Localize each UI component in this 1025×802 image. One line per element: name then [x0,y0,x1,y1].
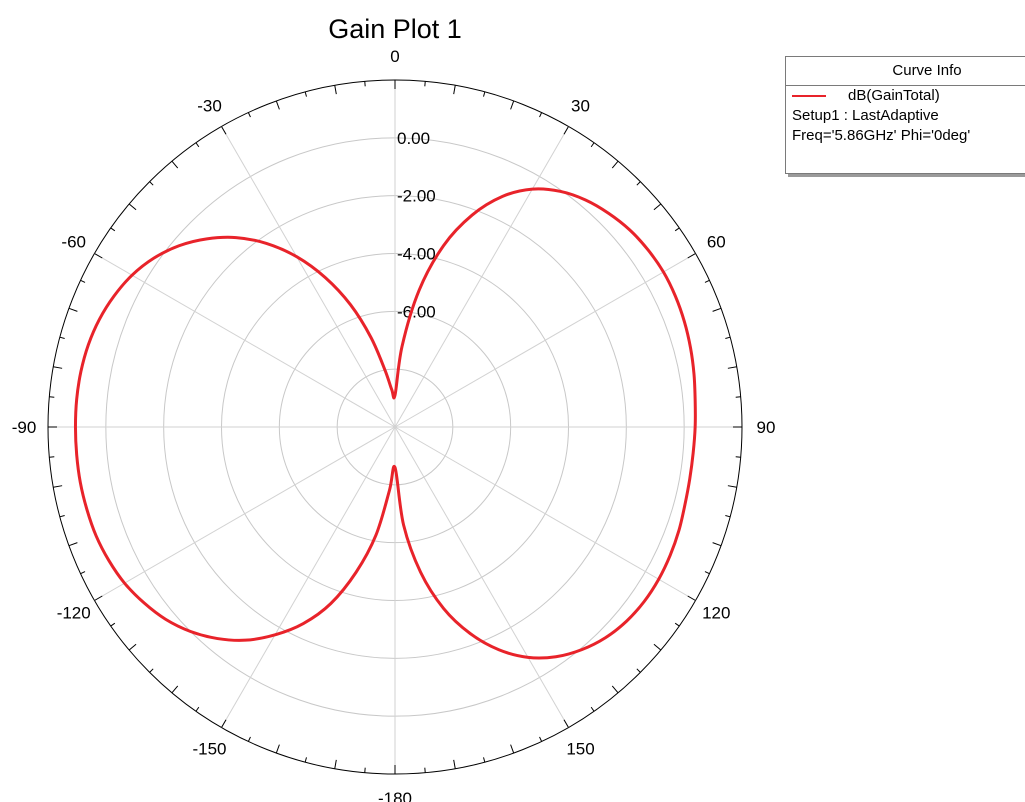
tick-mark [563,719,569,728]
tick-mark [674,622,680,627]
tick-mark [704,571,710,575]
tick-mark [275,744,280,754]
legend-setup-line: Setup1 : LastAdaptive [792,107,939,124]
tick-mark [128,643,137,651]
tick-mark [687,595,696,601]
grid-spoke [394,426,569,728]
grid-spoke [394,126,569,428]
grid-spoke [394,426,696,601]
tick-mark [94,595,103,601]
tick-mark [611,160,619,169]
tick-mark [674,227,680,232]
tick-mark [712,542,722,547]
tick-mark [221,719,227,728]
tick-mark [304,757,307,763]
tick-mark [68,307,78,312]
grid-spoke [221,426,396,728]
tick-mark [636,668,641,673]
tick-mark [453,759,456,769]
tick-mark [483,91,486,97]
grid-spoke [394,253,696,428]
tick-mark [195,142,200,148]
tick-mark [171,160,179,169]
tick-mark [80,279,86,283]
radial-label: -6.00 [397,302,436,321]
tick-mark [704,279,710,283]
tick-mark [247,736,251,742]
tick-mark [590,706,595,712]
tick-mark [725,336,731,339]
angle-label: 90 [757,418,776,437]
radial-label: -4.00 [397,245,436,264]
tick-mark [510,744,515,754]
tick-mark [94,253,103,259]
legend-header: Curve Info [786,57,1025,86]
angle-tick-labels: 0 30 60 90 120 150 -180 -150 -120 -90 -60 -30 [12,47,776,802]
tick-mark [221,126,227,135]
radial-label: 0.00 [397,129,430,148]
tick-mark [275,100,280,110]
tick-mark [590,142,595,148]
tick-mark [149,668,154,673]
radial-tick-labels: 0.00 -2.00 -4.00 -6.00 [397,129,436,322]
tick-mark [727,366,737,369]
tick-mark [53,485,63,488]
legend-freq-line: Freq='5.86GHz' Phi='0deg' [792,127,971,144]
legend-series-row[interactable]: dB(GainTotal) [786,86,1025,106]
tick-mark [653,203,662,211]
grid-spoke [94,253,396,428]
tick-mark [483,757,486,763]
tick-mark [59,515,65,518]
tick-mark [725,515,731,518]
tick-mark [563,126,569,135]
tick-mark [195,706,200,712]
tick-mark [304,91,307,97]
outer-tick-marks [48,80,742,774]
angle-label: 0 [390,47,399,66]
angle-label: -90 [12,418,37,437]
tick-mark [653,643,662,651]
grid-spoke [94,426,396,601]
tick-mark [687,253,696,259]
tick-mark [510,100,515,110]
tick-mark [53,366,63,369]
tick-mark [712,307,722,312]
angle-label: -30 [197,97,222,116]
chart-title: Gain Plot 1 [328,14,462,44]
angle-label: -180 [378,789,412,802]
tick-mark [727,485,737,488]
legend-swatch [792,95,826,98]
tick-mark [171,685,179,694]
legend-series-label: dB(GainTotal) [848,87,940,104]
angle-label: -60 [61,233,86,252]
legend[interactable]: Curve Info dB(GainTotal) Setup1 : LastAd… [785,56,1025,174]
angle-label: -120 [57,604,91,623]
tick-mark [80,571,86,575]
tick-mark [128,203,137,211]
series-layer [73,187,697,660]
grid-spoke [221,126,396,428]
tick-mark [611,685,619,694]
tick-mark [59,336,65,339]
angle-label: 60 [707,233,726,252]
tick-mark [636,181,641,186]
tick-mark [149,181,154,186]
tick-mark [539,736,543,742]
angle-label: 120 [702,604,730,623]
tick-mark [453,85,456,95]
tick-mark [110,227,116,232]
tick-mark [68,542,78,547]
series-line-0 [73,187,697,660]
angle-label: -150 [192,739,226,758]
angle-label: 30 [571,97,590,116]
tick-mark [247,112,251,118]
angle-label: 150 [566,739,594,758]
radial-label: -2.00 [397,187,436,206]
tick-mark [110,622,116,627]
tick-mark [334,759,337,769]
tick-mark [539,112,543,118]
tick-mark [334,85,337,95]
